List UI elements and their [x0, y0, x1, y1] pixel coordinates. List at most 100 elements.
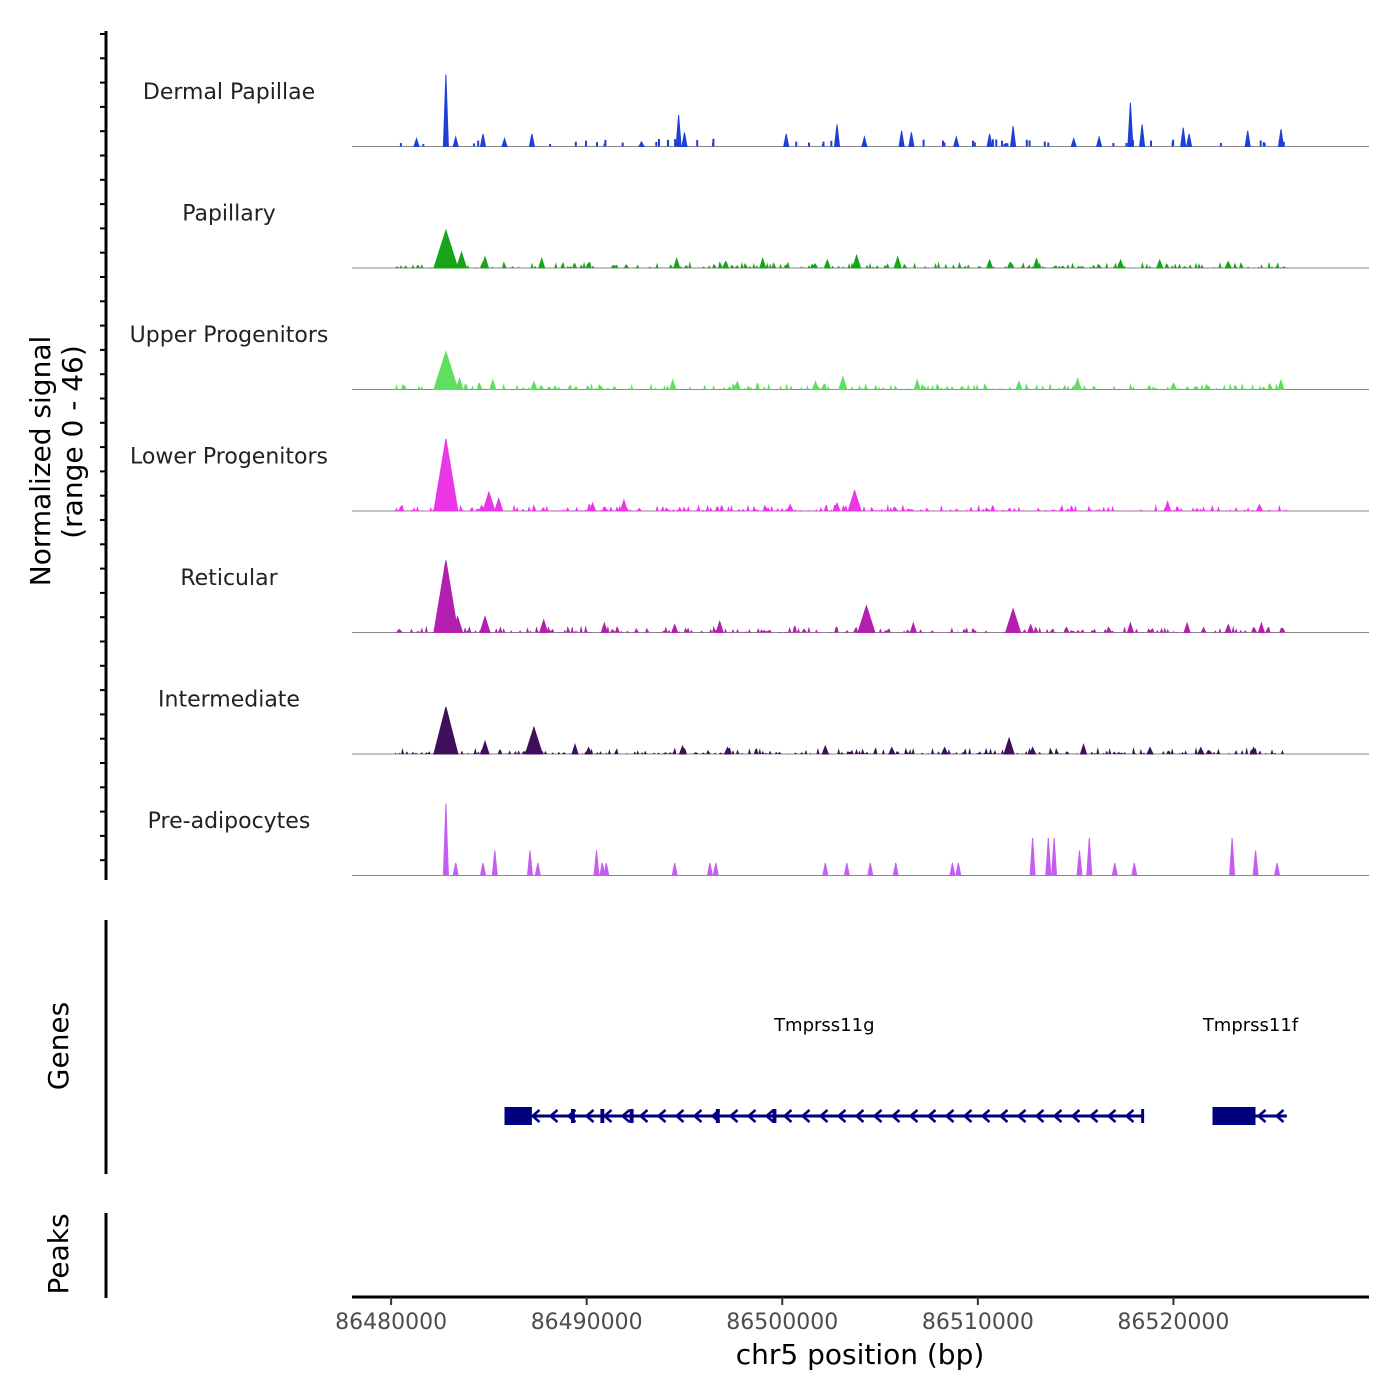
- signal-peak: [723, 746, 732, 755]
- strand-arrow: [854, 1109, 865, 1123]
- signal-peak: [892, 862, 899, 876]
- signal-peak: [786, 503, 794, 512]
- coverage-track: Intermediate: [158, 688, 1369, 755]
- signal-peak: [953, 135, 960, 147]
- x-tick-label: 86510000: [922, 1310, 1034, 1335]
- signal-peak: [526, 850, 534, 876]
- genes-track-label: Genes: [42, 1002, 75, 1090]
- strand-arrow: [1034, 1109, 1045, 1123]
- signal-peak: [715, 619, 724, 633]
- gene-exon: [1141, 1109, 1145, 1123]
- signal-spike: [549, 143, 552, 147]
- signal-peak: [1004, 607, 1022, 633]
- signal-peak: [442, 803, 449, 876]
- signal-peak: [838, 375, 848, 390]
- signal-peak: [603, 862, 610, 876]
- strand-arrow: [584, 1109, 595, 1123]
- signal-peak: [1076, 850, 1083, 876]
- signal-peak: [491, 850, 498, 876]
- strand-arrow: [1070, 1109, 1081, 1123]
- signal-peak: [593, 850, 600, 876]
- coverage-y-ticks: [100, 33, 106, 862]
- signal-peak: [588, 501, 597, 512]
- signal-peak: [1277, 378, 1285, 390]
- signal-peak: [681, 132, 688, 147]
- signal-peak: [843, 862, 850, 876]
- track-label: Papillary: [182, 202, 276, 227]
- signal-spike: [696, 140, 699, 147]
- signal-peak: [1127, 102, 1134, 147]
- signal-peak: [759, 256, 767, 269]
- signal-peak: [433, 560, 459, 633]
- gene-annotations: Tmprss11g Tmprss11f: [504, 1015, 1299, 1125]
- signal-spike: [1282, 141, 1285, 147]
- signal-peak: [1070, 137, 1077, 147]
- strand-arrow: [764, 1109, 775, 1123]
- signal-peak: [1146, 746, 1154, 755]
- gene-label: Tmprss11f: [1202, 1015, 1299, 1036]
- signal-spike: [1125, 143, 1128, 147]
- strand-arrow: [620, 1109, 631, 1123]
- strand-arrow: [548, 1109, 559, 1123]
- gene-exon: [772, 1109, 777, 1123]
- strand-arrow: [998, 1109, 1009, 1123]
- signal-spike: [1263, 143, 1266, 147]
- strand-arrow: [1256, 1109, 1267, 1123]
- strand-arrow: [638, 1109, 649, 1123]
- track-label: Reticular: [180, 566, 278, 591]
- signal-spike: [822, 141, 825, 147]
- signal-peak: [1163, 499, 1172, 512]
- signal-spike: [596, 142, 598, 147]
- y-axis-title: Normalized signal: [24, 336, 57, 587]
- signal-spike: [973, 142, 976, 147]
- signal-peak: [669, 378, 677, 390]
- signal-spike: [1171, 142, 1174, 147]
- signal-peak: [908, 132, 915, 147]
- signal-spike: [995, 139, 998, 147]
- signal-peak: [986, 133, 993, 147]
- signal-peak: [479, 133, 487, 147]
- signal-peak: [1197, 746, 1205, 755]
- strand-arrow: [908, 1109, 919, 1123]
- signal-peak: [433, 706, 459, 755]
- strand-arrow: [1124, 1109, 1135, 1123]
- signal-peak: [1131, 862, 1138, 876]
- x-tick-label: 86500000: [726, 1310, 838, 1335]
- x-axis-ticks: 86480000 86490000 86500000 86510000 86520000: [335, 1297, 1229, 1335]
- signal-peak: [1224, 260, 1232, 269]
- signal-spike: [674, 139, 677, 147]
- signal-spike: [621, 142, 624, 147]
- signal-peak: [851, 253, 862, 269]
- strand-arrow: [1274, 1109, 1285, 1123]
- track-label: Pre-adipocytes: [148, 809, 311, 834]
- signal-spike: [943, 142, 946, 147]
- coverage-tracks: Dermal Papillae Papillary Upper Progenitor…: [130, 74, 1369, 876]
- signal-spike: [585, 140, 587, 147]
- signal-spike: [1006, 143, 1009, 147]
- signal-peak: [1095, 135, 1103, 147]
- signal-peak: [1026, 623, 1035, 633]
- x-axis-title: chr5 position (bp): [736, 1338, 985, 1371]
- signal-peak: [433, 350, 459, 390]
- signal-peak: [479, 862, 487, 876]
- strand-arrow: [656, 1109, 667, 1123]
- signal-peak: [861, 135, 868, 147]
- signal-peak: [501, 137, 508, 147]
- signal-spike: [658, 139, 660, 147]
- signal-peak: [673, 256, 681, 269]
- signal-peak: [1032, 256, 1041, 269]
- strand-arrow: [674, 1109, 685, 1123]
- signal-peak: [949, 862, 956, 876]
- signal-peak: [530, 380, 538, 390]
- gene-exon: [629, 1109, 634, 1123]
- coverage-track: Papillary: [182, 202, 1369, 269]
- signal-peak: [1257, 621, 1266, 633]
- signal-peak: [442, 74, 449, 147]
- strand-arrow: [818, 1109, 829, 1123]
- signal-spike: [1112, 143, 1115, 147]
- strand-arrow: [890, 1109, 901, 1123]
- signal-peak: [678, 744, 687, 755]
- signal-spike: [1150, 140, 1152, 147]
- signal-peak: [821, 744, 830, 755]
- signal-spike: [972, 140, 974, 147]
